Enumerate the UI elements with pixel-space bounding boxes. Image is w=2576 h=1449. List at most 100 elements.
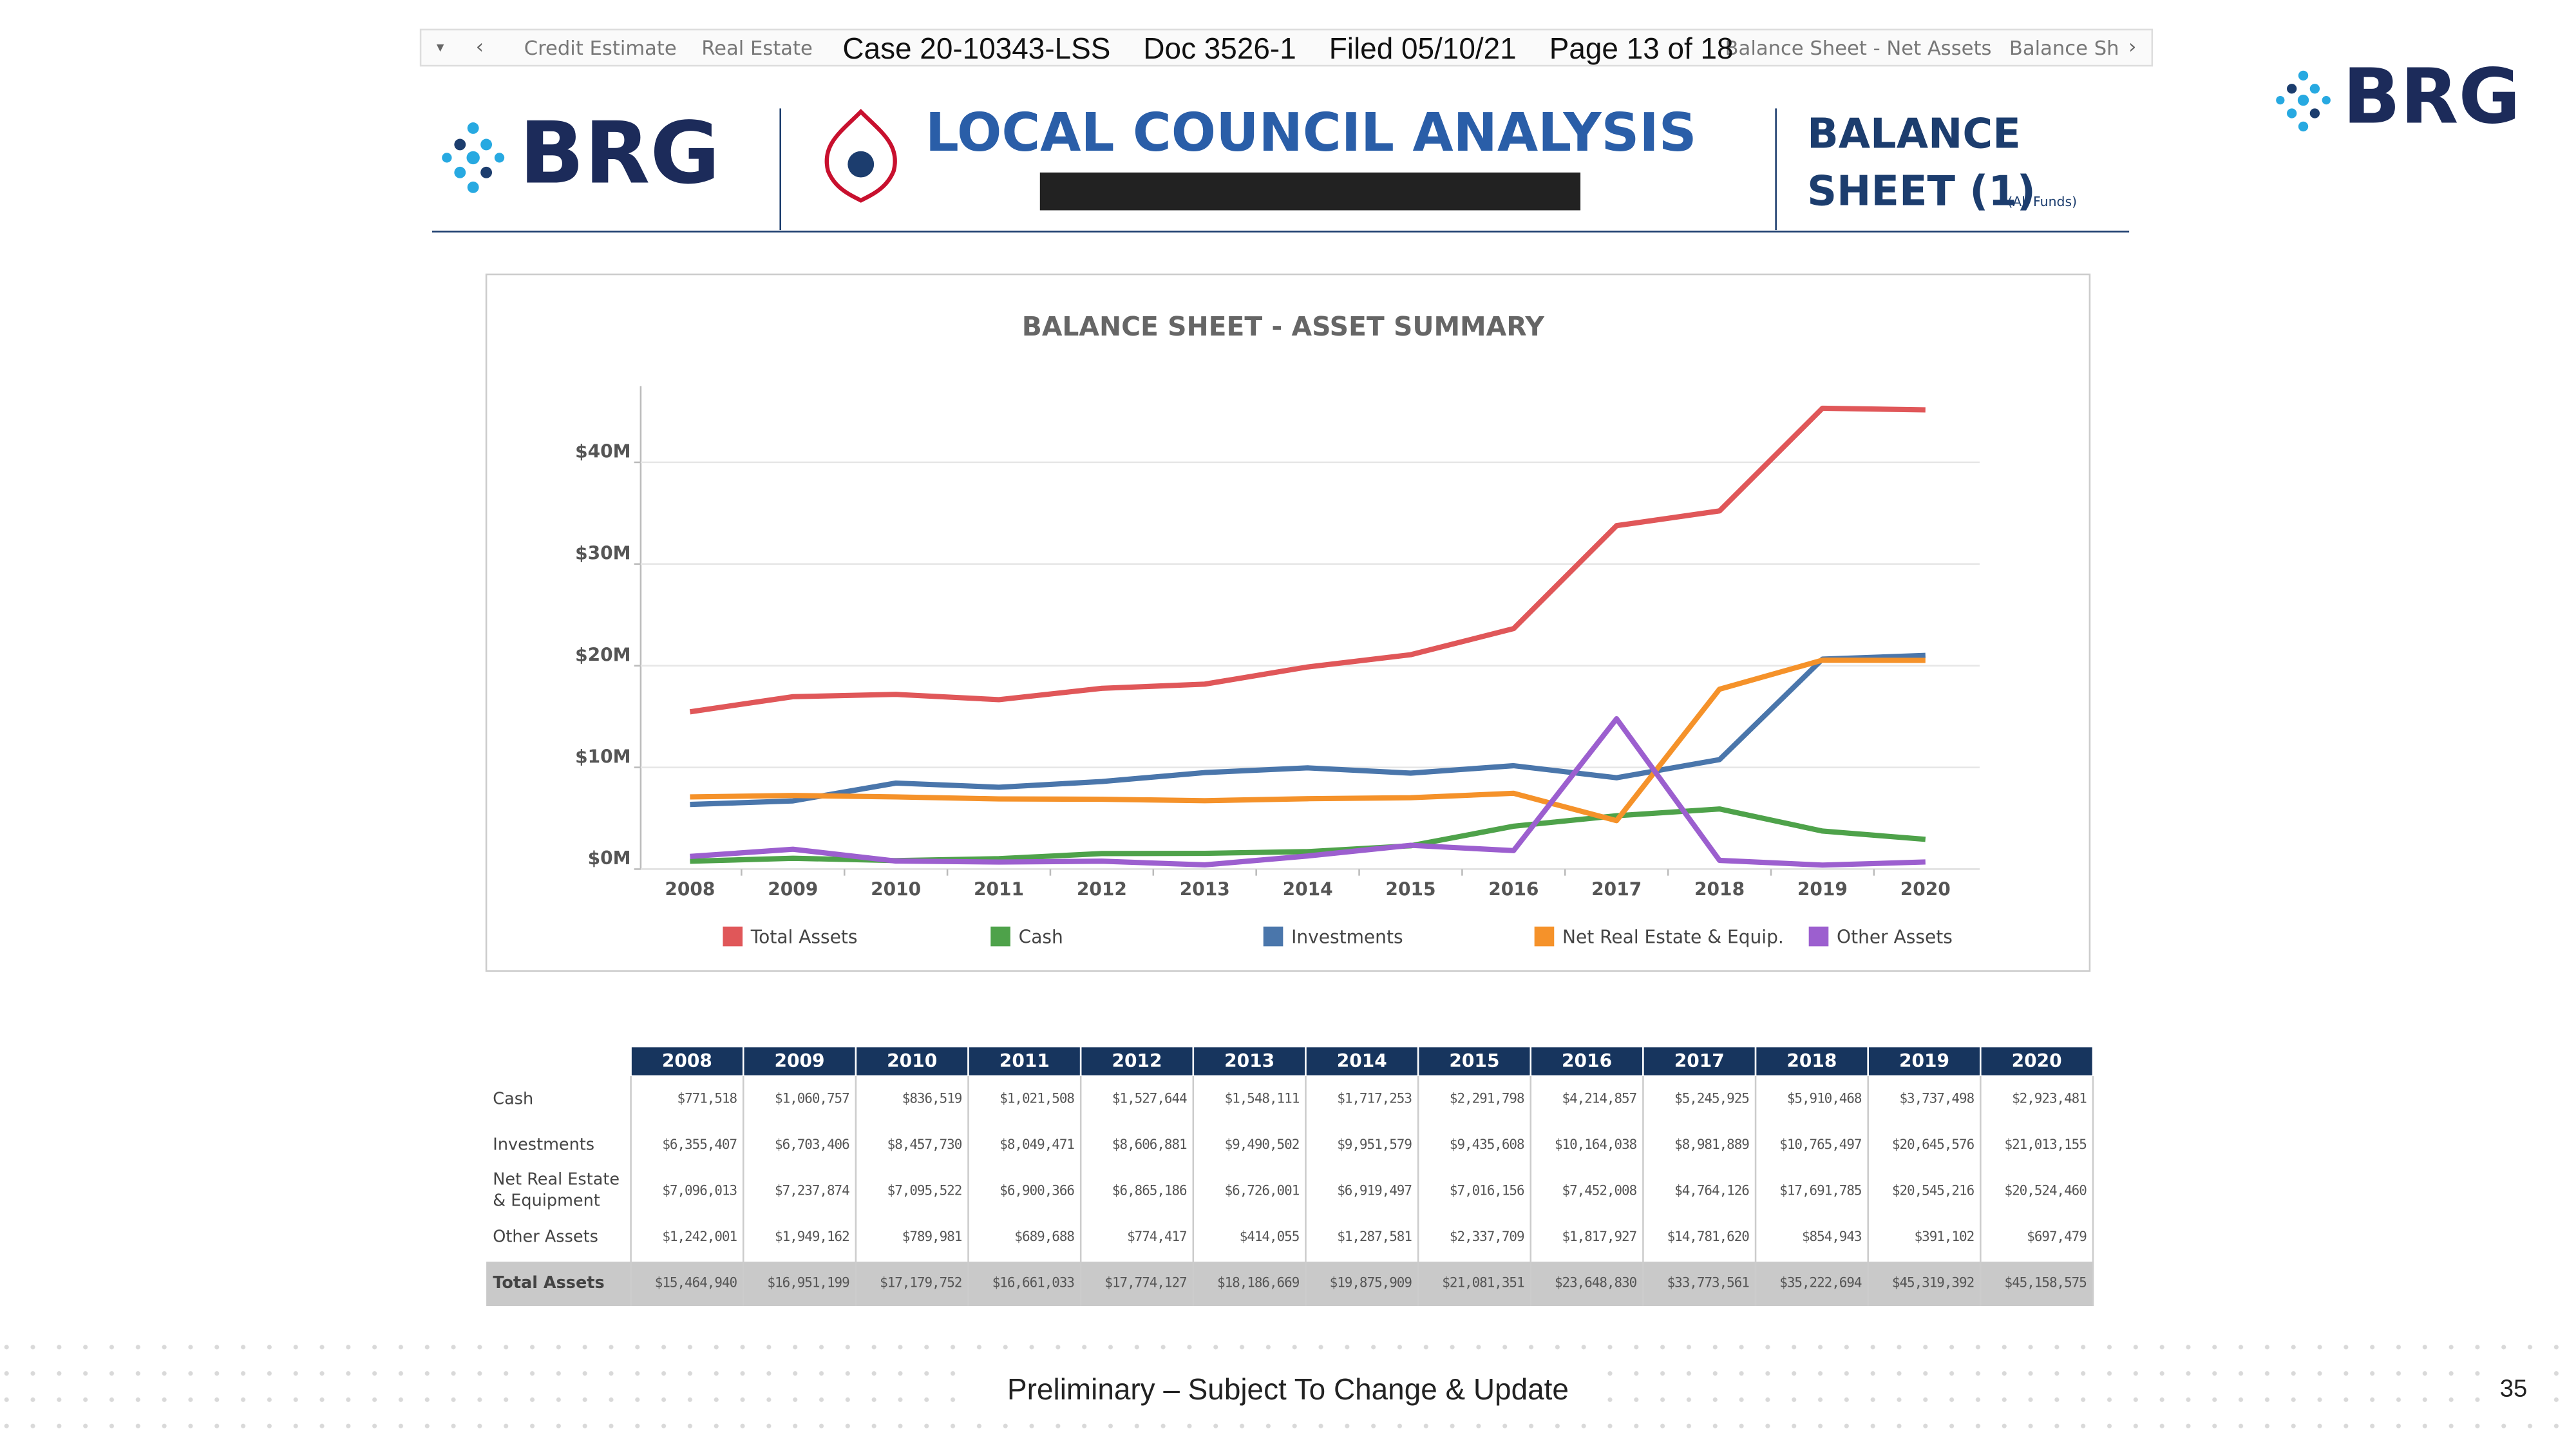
y-tick-label: $20M (575, 644, 630, 665)
table-cell: $4,764,126 (1674, 1182, 1749, 1198)
table-cell: $836,519 (902, 1091, 962, 1106)
legend-swatch (1263, 926, 1283, 947)
logo-dots (442, 122, 505, 193)
table-header-cell (1642, 1045, 1757, 1077)
series-line (690, 716, 1926, 868)
table-row-label-box: Investments (493, 1136, 595, 1155)
table-cell: $9,490,502 (1225, 1137, 1300, 1152)
logo-dots (2276, 70, 2331, 132)
table-header: 2012 (1112, 1050, 1162, 1072)
table-cell: $1,242,001 (662, 1229, 737, 1244)
tab-next[interactable]: › (2128, 35, 2136, 58)
tab[interactable]: Credit Estimate (524, 37, 677, 60)
logo-text: BRG (2343, 52, 2521, 140)
x-tick-label: 2016 (1488, 879, 1539, 900)
table-row-label: Other Assets (493, 1227, 598, 1246)
table-cell: $1,021,508 (999, 1091, 1074, 1106)
legend-label: Investments (1291, 927, 1403, 948)
scout-emblem (824, 108, 897, 203)
table-cell: $7,016,156 (1450, 1182, 1524, 1198)
table-row-label-box: Cash (493, 1090, 533, 1108)
table-header: 2011 (999, 1050, 1050, 1072)
table-cell: $8,049,471 (999, 1137, 1074, 1152)
x-tick-label: 2008 (665, 879, 715, 900)
table-header: 2008 (662, 1050, 712, 1072)
table-row-label: Investments (493, 1136, 595, 1155)
tab-menu[interactable]: ▾ (437, 39, 444, 55)
table-cell: $1,060,757 (775, 1091, 849, 1106)
table-cell: $45,158,575 (2005, 1274, 2087, 1290)
table-cell: $1,817,927 (1562, 1229, 1637, 1244)
table-cell: $774,417 (1127, 1229, 1187, 1244)
x-tick-label: 2009 (768, 879, 818, 900)
table-cell: $2,337,709 (1450, 1229, 1524, 1244)
court-stamp: Case 20-10343-LSS Doc 3526-1 Filed 05/10… (842, 32, 1733, 65)
table-header-cell (855, 1045, 969, 1077)
table-cell: $771,518 (677, 1091, 737, 1106)
table-cell: $9,435,608 (1450, 1137, 1524, 1152)
table-cell: $15,464,940 (655, 1274, 737, 1290)
table-header-cell (1867, 1045, 1982, 1077)
x-tick-label: 2013 (1180, 879, 1230, 900)
table-cell: $6,919,497 (1337, 1182, 1412, 1198)
chart-frame (485, 273, 2091, 972)
series-line (690, 658, 1926, 824)
legend-label: Total Assets (750, 927, 858, 948)
table-cell: $1,949,162 (775, 1229, 849, 1244)
footer-note: Preliminary – Subject To Change & Update (1007, 1372, 1569, 1406)
table-cell: $9,951,579 (1337, 1137, 1412, 1152)
table-cell: $20,524,460 (2005, 1182, 2087, 1198)
legend-label: Cash (1019, 927, 1063, 948)
tab[interactable]: Balance Sheet - Net Assets (1725, 37, 1992, 60)
table-cell: $1,527,644 (1112, 1091, 1187, 1106)
table-header: 2009 (775, 1050, 825, 1072)
table-cell: $21,013,155 (2005, 1137, 2087, 1152)
page-title: LOCAL COUNCIL ANALYSIS (925, 102, 1697, 164)
table-header: 2017 (1674, 1050, 1725, 1072)
table-cell: $17,179,752 (880, 1274, 961, 1290)
series-line (689, 405, 1926, 715)
table-cell: $4,214,857 (1562, 1091, 1637, 1106)
table-row-label-box: Net Real Estate & Equipment (493, 1171, 620, 1211)
tab[interactable]: Real Estate (701, 37, 813, 60)
table-cell: $6,726,001 (1225, 1182, 1300, 1198)
table-cell: $6,703,406 (775, 1137, 849, 1152)
tab[interactable]: Balance Sh (2009, 37, 2119, 60)
table-header: 2014 (1337, 1050, 1387, 1072)
section-note: (All Funds) (2007, 194, 2077, 209)
table-cell: $1,717,253 (1337, 1091, 1412, 1106)
y-tick-label: $10M (575, 746, 630, 767)
table-cell: $45,319,392 (1892, 1274, 1974, 1290)
table-cell: $6,900,366 (999, 1182, 1074, 1198)
tab-prev[interactable]: ‹ (476, 35, 484, 58)
table-cell: $17,691,785 (1779, 1182, 1861, 1198)
table-cell: $18,186,669 (1217, 1274, 1300, 1290)
table-cell: $10,164,038 (1555, 1137, 1637, 1152)
table-row-label-box: Total Assets (493, 1274, 605, 1293)
table-cell: $33,773,561 (1667, 1274, 1750, 1290)
table-cell: $7,237,874 (775, 1182, 849, 1198)
x-tick-label: 2010 (871, 879, 921, 900)
table-cell: $10,765,497 (1779, 1137, 1862, 1152)
table-cell: $2,923,481 (2012, 1091, 2087, 1106)
section-title: BALANCE (1807, 110, 2021, 158)
table-cell: $19,875,909 (1330, 1274, 1412, 1290)
legend-label: Net Real Estate & Equip. (1562, 927, 1784, 948)
legend-swatch (990, 926, 1010, 947)
tab-bar (419, 28, 2154, 67)
legend-swatch (1808, 926, 1829, 947)
section-title: SHEET (1) (1807, 168, 2036, 216)
table-header: 2020 (2012, 1050, 2062, 1072)
table-row-label: Total Assets (493, 1274, 605, 1293)
y-tick-label: $30M (575, 542, 630, 564)
table-cell: $7,452,008 (1562, 1182, 1637, 1198)
x-tick-label: 2011 (974, 879, 1024, 900)
table-cell: $8,981,889 (1674, 1137, 1749, 1152)
x-tick-label: 2017 (1591, 879, 1642, 900)
table-header-cell (1530, 1045, 1644, 1077)
table-cell: $8,457,730 (887, 1137, 962, 1152)
table-cell: $23,648,830 (1555, 1274, 1637, 1290)
legend-swatch (723, 926, 743, 947)
series-line (690, 652, 1926, 808)
